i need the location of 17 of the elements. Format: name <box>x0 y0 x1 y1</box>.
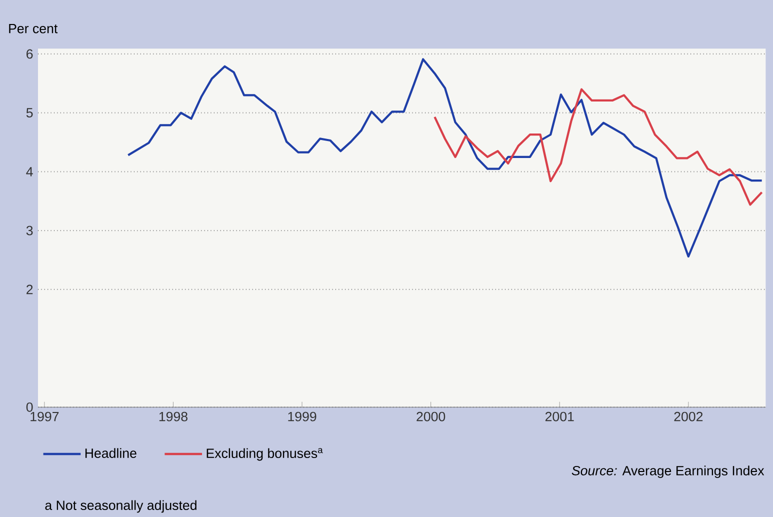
x-tick-label: 1999 <box>288 412 316 422</box>
x-tick-label: 1998 <box>159 412 188 422</box>
text: Source: Average Earnings Index <box>572 466 764 478</box>
x-tick-label: 2000 <box>416 412 446 422</box>
text: a Not seasonally adjusted <box>45 500 196 513</box>
y-tick-label: 2 <box>26 284 33 294</box>
y-tick-label: 6 <box>26 49 33 59</box>
x-tick-label: 2001 <box>545 412 574 422</box>
y-axis-title: Per cent <box>9 24 58 34</box>
y-tick-label: 3 <box>26 226 33 236</box>
y-tick-label: 4 <box>26 167 33 176</box>
legend-label: Excluding bonuses$^{a}$ <box>206 448 323 461</box>
y-tick-label: 5 <box>26 108 33 118</box>
y-tick-label: 0 <box>26 402 33 412</box>
x-tick-label: 2002 <box>674 412 703 422</box>
x-tick-label: 1997 <box>30 412 59 422</box>
legend-label: Headline <box>85 448 136 458</box>
